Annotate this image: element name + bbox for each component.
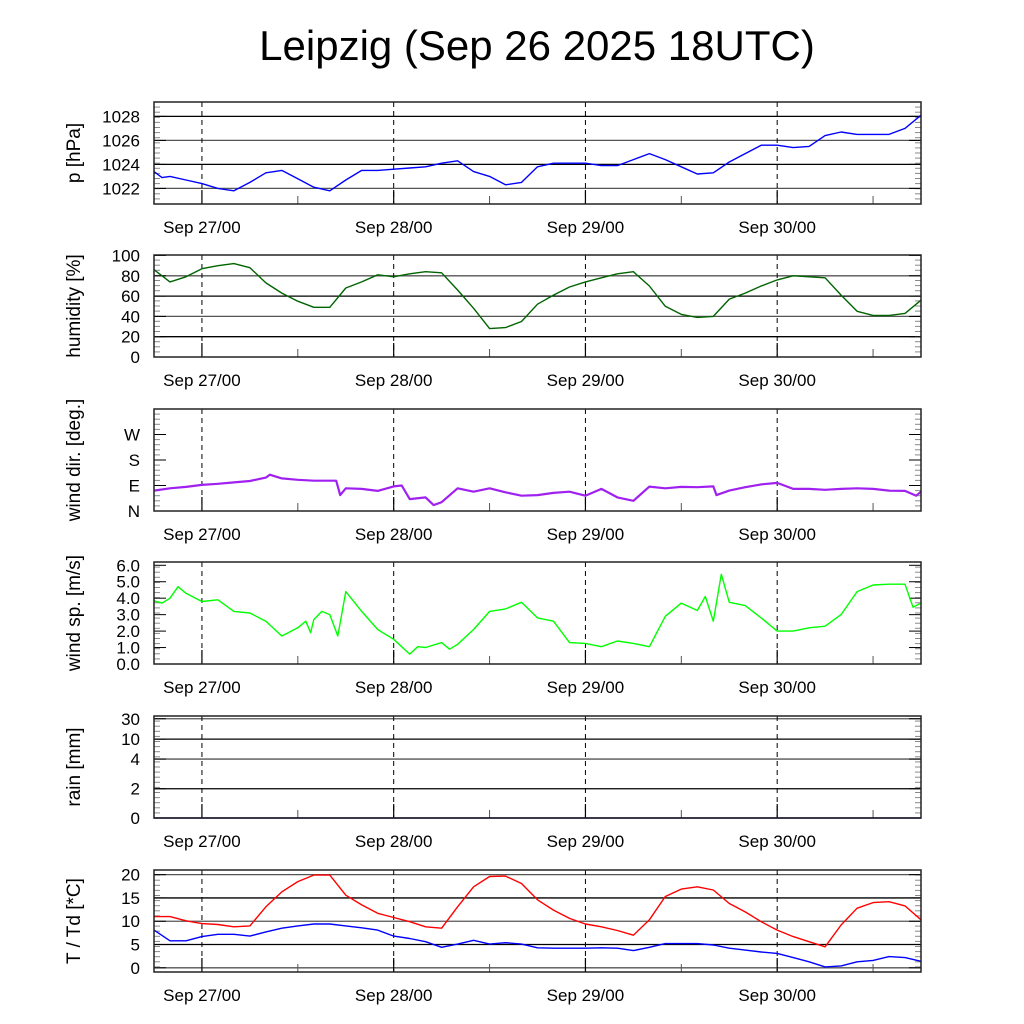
y-tick-label: 1022 <box>102 179 140 198</box>
chart-title: Leipzig (Sep 26 2025 18UTC) <box>259 22 815 69</box>
series-t <box>154 874 922 948</box>
x-tick-label: Sep 29/00 <box>547 678 625 697</box>
y-tick-label: 100 <box>112 247 140 266</box>
x-tick-label: Sep 28/00 <box>355 525 433 544</box>
y-tick-label: 60 <box>121 287 140 306</box>
y-tick-label: 3.0 <box>116 606 140 625</box>
y-tick-label: 0 <box>131 959 140 978</box>
y-axis-label: T / Td [*C] <box>64 878 85 964</box>
panel-pressure: 1022 1024 1026 1028 Sep 27/00 Sep 28/00 Sep 29… <box>64 101 922 237</box>
x-tick-label: Sep 30/00 <box>738 678 816 697</box>
y-tick-label: W <box>124 426 140 445</box>
y-tick-label: 4 <box>131 750 140 769</box>
x-tick-label: Sep 27/00 <box>163 218 241 237</box>
y-tick-label: 15 <box>121 889 140 908</box>
x-tick-label: Sep 29/00 <box>547 832 625 851</box>
y-tick-label: 0 <box>131 348 140 367</box>
x-tick-label: Sep 30/00 <box>738 986 816 1005</box>
y-tick-label: 1024 <box>102 155 140 174</box>
y-tick-label: 4.0 <box>116 589 140 608</box>
x-tick-label: Sep 30/00 <box>738 525 816 544</box>
x-tick-label: Sep 28/00 <box>355 832 433 851</box>
x-tick-label: Sep 27/00 <box>163 371 241 390</box>
y-tick-label: 2.0 <box>116 622 140 641</box>
series-td <box>153 923 922 968</box>
x-tick-label: Sep 27/00 <box>163 986 241 1005</box>
y-tick-label: 30 <box>121 710 140 729</box>
x-tick-label: Sep 27/00 <box>163 832 241 851</box>
x-tick-label: Sep 30/00 <box>738 218 816 237</box>
x-tick-label: Sep 29/00 <box>547 986 625 1005</box>
panel-frame <box>153 869 922 973</box>
y-tick-label: 5 <box>131 936 140 955</box>
y-axis-label: p [hPa] <box>64 123 85 183</box>
y-tick-label: 20 <box>121 866 140 885</box>
panel-frame <box>153 715 922 819</box>
panel-frame <box>153 101 922 205</box>
y-tick-label: 10 <box>121 912 140 931</box>
y-axis-label: rain [mm] <box>64 727 85 806</box>
x-tick-label: Sep 27/00 <box>163 678 241 697</box>
x-tick-label: Sep 29/00 <box>547 218 625 237</box>
y-axis-label: humidity [%] <box>64 254 85 357</box>
y-tick-label: 80 <box>121 267 140 286</box>
y-tick-label: N <box>128 502 140 521</box>
y-tick-label: E <box>129 477 140 496</box>
y-tick-label: S <box>129 451 140 470</box>
x-tick-label: Sep 28/00 <box>355 371 433 390</box>
y-tick-label: 20 <box>121 328 140 347</box>
series-humidity <box>153 262 922 330</box>
x-tick-label: Sep 28/00 <box>355 218 433 237</box>
panel-temperature: 0 5 10 15 20 Sep 27/00 Sep 28/00 Sep 29/00 Sep 3… <box>64 866 922 1005</box>
y-tick-label: 1026 <box>102 131 140 150</box>
x-tick-label: Sep 28/00 <box>355 678 433 697</box>
panel-frame <box>153 254 922 358</box>
series-pressure <box>153 114 922 192</box>
panel-frame <box>153 408 922 512</box>
y-tick-label: 2 <box>131 780 140 799</box>
y-tick-label: 0 <box>131 809 140 828</box>
series-wind-speed <box>153 573 922 655</box>
panel-wind_speed: 0.01.02.03.04.05.06.0 Sep 27/00 Sep 28/00 S… <box>64 555 922 697</box>
y-tick-label: 10 <box>121 730 140 749</box>
panel-frame <box>153 561 922 665</box>
y-tick-label: 6.0 <box>116 556 140 575</box>
x-tick-label: Sep 27/00 <box>163 525 241 544</box>
y-axis-label: wind dir. [deg.] <box>64 399 85 523</box>
x-tick-label: Sep 30/00 <box>738 371 816 390</box>
y-axis-label: wind sp. [m/s] <box>64 555 85 672</box>
y-tick-label: 1028 <box>102 107 140 126</box>
x-tick-label: Sep 28/00 <box>355 986 433 1005</box>
x-tick-label: Sep 29/00 <box>547 525 625 544</box>
y-tick-label: 40 <box>121 307 140 326</box>
x-tick-label: Sep 29/00 <box>547 371 625 390</box>
y-tick-label: 0.0 <box>116 655 140 674</box>
x-tick-label: Sep 30/00 <box>738 832 816 851</box>
y-tick-label: 5.0 <box>116 573 140 592</box>
y-tick-label: 1.0 <box>116 639 140 658</box>
series-wind-direction <box>153 473 922 507</box>
